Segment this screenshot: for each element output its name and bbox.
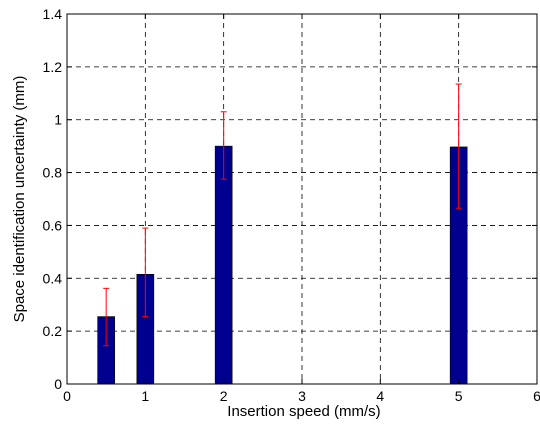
x-tick-label: 3 <box>298 388 306 404</box>
y-tick-label: 1 <box>54 112 62 128</box>
x-tick-labels: 0 1 2 3 4 5 6 <box>63 388 540 404</box>
y-tick-label: 1.2 <box>43 59 63 75</box>
y-axis-label: Space identification uncertainty (mm) <box>11 76 28 323</box>
x-tick-label: 4 <box>376 388 384 404</box>
y-tick-label: 0.4 <box>43 270 63 286</box>
y-tick-label: 0 <box>54 376 62 392</box>
error-bars <box>103 83 462 347</box>
x-tick-label: 1 <box>141 388 149 404</box>
y-tick-label: 0.2 <box>43 323 63 339</box>
y-tick-label: 1.4 <box>43 6 63 22</box>
x-tick-label: 6 <box>533 388 540 404</box>
x-axis-label: Insertion speed (mm/s) <box>227 403 380 420</box>
x-tick-label: 5 <box>455 388 463 404</box>
y-tick-label: 0.8 <box>43 165 63 181</box>
x-tick-label: 2 <box>220 388 228 404</box>
axis-ticks <box>66 13 538 385</box>
bar <box>214 145 233 385</box>
y-tick-label: 0.6 <box>43 217 63 233</box>
bars <box>97 145 468 385</box>
y-tick-labels: 0 0.2 0.4 0.6 0.8 1 1.2 1.4 <box>43 6 63 392</box>
x-tick-label: 0 <box>63 388 71 404</box>
